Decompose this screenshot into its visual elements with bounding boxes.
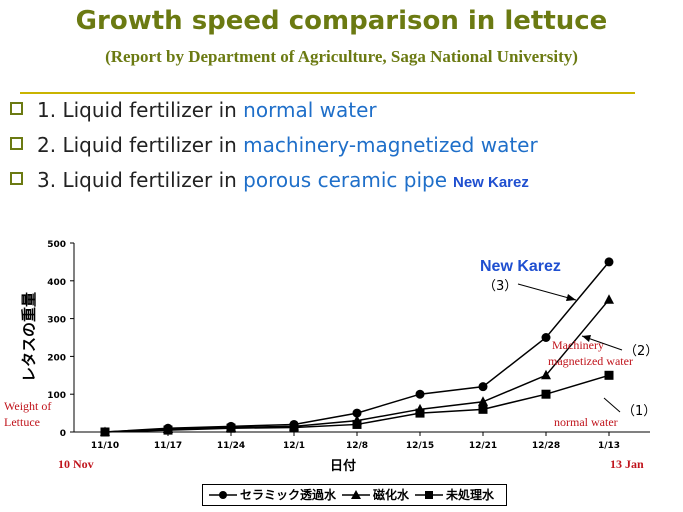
y-tick-label: 400 [47,278,66,288]
y-tick-label: 100 [47,391,66,401]
series-1-label: （1） [622,404,656,419]
bullet-prefix: 3. Liquid fertilizer in [37,168,244,192]
bullet-item-1: 1. Liquid fertilizer in normal water [10,98,377,122]
legend-label: 未処理水 [446,488,495,502]
slide-title: Growth speed comparison in lettuce [75,6,608,36]
y-tick-label: 200 [47,353,66,363]
start-date-annotation: 10 Nov [58,457,94,471]
x-axis-label: 日付 [330,458,356,474]
data-point-square [352,419,362,429]
data-point-triangle [604,294,614,304]
x-tick-label: 11/17 [154,441,182,451]
y-tick-label: 300 [47,316,66,326]
circle-marker-icon [209,491,237,499]
data-point-triangle [478,396,488,406]
x-tick-label: 12/8 [346,441,368,451]
data-point-circle [604,257,614,267]
square-bullet-icon [10,137,23,150]
bullet-highlight: machinery-magnetized water [243,133,538,157]
title-divider [20,92,635,94]
x-tick-label: 11/24 [217,441,245,451]
machinery-annotation-line2: magnetized water [548,354,633,368]
data-point-square [289,422,299,432]
arrowhead-3 [566,294,576,301]
series-line-1 [104,261,610,433]
legend-item-magnetized: 磁化水 [342,485,409,505]
chart-legend: セラミック透過水 磁化水 未処理水 [202,484,508,506]
new-karez-annotation: New Karez [480,258,561,275]
weight-annotation-line1: Weight of [4,399,51,413]
bullet-item-3: 3. Liquid fertilizer in porous ceramic p… [10,168,529,192]
square-bullet-icon [10,172,23,185]
legend-item-ceramic: セラミック透過水 [209,485,336,505]
legend-item-untreated: 未処理水 [415,485,494,505]
series-3-label: （3） [483,279,517,294]
data-point-square [604,370,614,380]
machinery-annotation-line1: Machinery [552,338,604,352]
square-marker-icon [415,491,444,499]
data-point-circle [352,408,362,418]
x-tick-label: 12/21 [469,441,497,451]
data-point-triangle [541,369,551,380]
y-tick-label: 0 [60,429,66,439]
x-tick-label: 12/1 [283,441,305,451]
y-axis-label: レタスの重量 [20,292,38,382]
series-2-label: （2） [624,344,658,359]
data-point-circle [478,382,488,392]
data-point-circle [415,389,425,399]
bullet-highlight: normal water [243,98,377,122]
bullet-item-2: 2. Liquid fertilizer in machinery-magnet… [10,133,538,157]
weight-annotation-line2: Lettuce [4,415,40,429]
data-point-square [163,425,173,435]
triangle-marker-icon [342,490,371,499]
square-bullet-icon [10,102,23,115]
data-point-square [415,408,425,418]
x-tick-label: 12/28 [532,441,560,451]
callout-arrow-3 [517,283,577,301]
x-tick-label: 1/13 [598,441,620,451]
y-tick-label: 500 [47,240,66,250]
data-point-square [478,404,488,414]
bullet-highlight: porous ceramic pipe [243,168,447,192]
callout-arrow-1 [603,397,621,413]
arrowhead-2 [582,335,591,342]
legend-label: 磁化水 [373,488,410,502]
data-point-square [226,423,236,433]
normal-water-annotation: normal water [554,415,618,429]
slide-subtitle: (Report by Department of Agriculture, Sa… [105,47,578,66]
x-tick-label: 11/10 [91,441,119,451]
legend-label: セラミック透過水 [240,488,337,502]
data-point-circle [541,333,551,342]
x-tick-label: 12/15 [406,441,434,451]
data-point-square [541,389,551,399]
new-karez-tag: New Karez [453,174,529,191]
bullet-prefix: 2. Liquid fertilizer in [37,133,244,157]
data-point-square [100,427,110,437]
end-date-annotation: 13 Jan [610,457,644,471]
bullet-prefix: 1. Liquid fertilizer in [37,98,244,122]
